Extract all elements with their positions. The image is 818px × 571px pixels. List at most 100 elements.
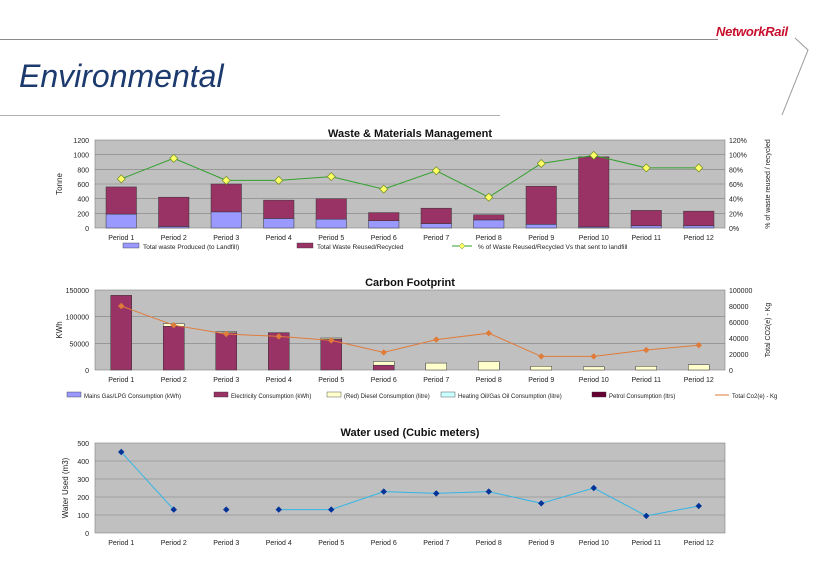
y2-tick-label: 0% — [729, 226, 739, 233]
point-water — [643, 512, 650, 520]
x-tick-label: Period 3 — [213, 540, 239, 547]
y-axis-label: Tonne — [55, 173, 64, 195]
x-tick-label: Period 12 — [684, 540, 714, 547]
bar-electricity — [110, 295, 132, 371]
point-water — [223, 506, 230, 513]
chart-title: Waste & Materials Management — [328, 128, 492, 140]
point-water — [590, 484, 597, 492]
point-co2 — [275, 333, 282, 340]
point-percent — [379, 184, 389, 194]
plot-area — [94, 289, 726, 371]
point-percent — [326, 172, 336, 182]
bar-reused — [158, 196, 190, 227]
legend-swatch — [440, 391, 456, 398]
point-percent — [589, 150, 599, 160]
point-water — [170, 506, 177, 513]
legend-label: Mains Gas/LPG Consumption (kWh) — [84, 394, 181, 400]
bar-reused — [525, 185, 557, 225]
x-tick-label: Period 11 — [632, 540, 662, 547]
x-tick-label: Period 7 — [423, 540, 449, 547]
y-tick-label: 400 — [77, 197, 89, 204]
bar-reused — [263, 199, 295, 219]
y2-tick-label: 20% — [729, 211, 743, 218]
point-percent — [536, 158, 546, 168]
bar-landfill — [368, 220, 400, 229]
point-water — [433, 490, 440, 497]
legend-label: % of Waste Reused/Recycled Vs that sent … — [478, 244, 628, 251]
legend-swatch — [591, 391, 607, 398]
x-tick-label: Period 4 — [266, 377, 292, 384]
x-tick-label: Period 1 — [108, 377, 134, 384]
title-rule — [0, 115, 500, 116]
legend-marker — [458, 242, 466, 250]
x-tick-label: Period 12 — [684, 235, 714, 242]
x-tick-label: Period 6 — [371, 540, 397, 547]
x-tick-label: Period 1 — [108, 235, 134, 242]
y2-tick-label: 40000 — [729, 336, 749, 343]
x-tick-label: Period 10 — [579, 540, 609, 547]
y-tick-label: 0 — [85, 368, 89, 375]
y-tick-label: 200 — [77, 211, 89, 218]
y-tick-label: 400 — [77, 459, 89, 466]
point-percent — [274, 175, 284, 185]
bar-diesel — [425, 362, 447, 371]
point-percent — [221, 175, 231, 185]
bar-reused — [683, 210, 715, 227]
point-water — [380, 488, 387, 495]
point-co2 — [643, 346, 650, 354]
x-tick-label: Period 4 — [266, 235, 292, 242]
bar-electricity — [163, 326, 185, 371]
bar-landfill — [105, 213, 137, 229]
point-percent — [431, 166, 441, 176]
bar-reused — [420, 207, 452, 224]
chart-title: Carbon Footprint — [365, 277, 455, 289]
series-line-co2 — [121, 305, 699, 357]
y2-tick-label: 80% — [729, 167, 743, 174]
x-tick-label: Period 12 — [684, 377, 714, 384]
x-tick-label: Period 9 — [528, 377, 554, 384]
bar-diesel — [530, 366, 552, 371]
y-tick-label: 100 — [77, 513, 89, 520]
legend-swatch — [296, 242, 314, 249]
y-tick-label: 0 — [85, 226, 89, 233]
legend-label: Total waste Produced (to Landfill) — [143, 244, 239, 251]
x-tick-label: Period 9 — [528, 235, 554, 242]
y-axis-label: KWh — [55, 321, 64, 338]
y2-tick-label: 100% — [729, 153, 747, 160]
bar-reused — [368, 212, 400, 221]
bar-diesel — [635, 366, 657, 371]
x-tick-label: Period 10 — [579, 235, 609, 242]
x-tick-label: Period 8 — [476, 377, 502, 384]
y-tick-label: 500 — [77, 441, 89, 448]
bar-landfill — [683, 225, 715, 229]
point-co2 — [538, 353, 545, 360]
point-co2 — [118, 302, 125, 310]
x-tick-label: Period 11 — [632, 235, 662, 242]
x-tick-label: Period 4 — [266, 540, 292, 547]
point-percent — [484, 192, 494, 202]
y-tick-label: 200 — [77, 495, 89, 502]
legend-label: (Red) Diesel Consumption (litre) — [344, 394, 430, 400]
point-water — [118, 448, 125, 456]
series-line-water — [120, 451, 175, 510]
legend-label: Total Co2(e) - Kg — [732, 394, 777, 400]
bar-landfill — [210, 211, 242, 229]
y-tick-label: 0 — [85, 531, 89, 538]
x-tick-label: Period 2 — [161, 377, 187, 384]
bar-landfill — [473, 219, 505, 229]
y2-tick-label: 20000 — [729, 352, 749, 359]
legend-label: Heating Oil/Gas Oil Consumption (litre) — [458, 394, 562, 400]
x-tick-label: Period 2 — [161, 540, 187, 547]
x-tick-label: Period 5 — [318, 377, 344, 384]
series-line-percent — [121, 154, 699, 198]
point-co2 — [380, 349, 387, 356]
legend-swatch — [66, 391, 82, 398]
x-tick-label: Period 6 — [371, 377, 397, 384]
point-water — [485, 488, 492, 495]
bar-diesel — [478, 361, 500, 371]
x-tick-label: Period 5 — [318, 235, 344, 242]
x-tick-label: Period 6 — [371, 235, 397, 242]
bar-reused — [210, 183, 242, 213]
legend-label: Total Waste Reused/Recycled — [317, 244, 404, 251]
